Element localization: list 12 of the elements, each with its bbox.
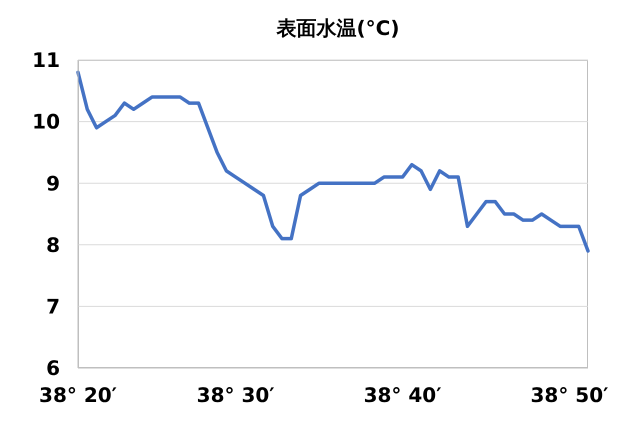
- chart-title: 表面水温(°C): [276, 15, 400, 42]
- y-tick-label: 10: [32, 110, 60, 134]
- x-tick-label: 38° 50′: [530, 383, 608, 408]
- y-tick-label: 6: [46, 356, 60, 380]
- y-tick-label: 11: [32, 48, 60, 72]
- x-tick-label: 38° 30′: [196, 383, 275, 408]
- x-tick-label: 38° 20′: [39, 383, 117, 408]
- line-series: [76, 70, 590, 253]
- x-tick-label: 38° 40′: [364, 383, 442, 408]
- y-tick-label: 9: [46, 171, 60, 196]
- y-tick-label: 8: [46, 232, 60, 257]
- y-tick-label: 7: [46, 294, 60, 318]
